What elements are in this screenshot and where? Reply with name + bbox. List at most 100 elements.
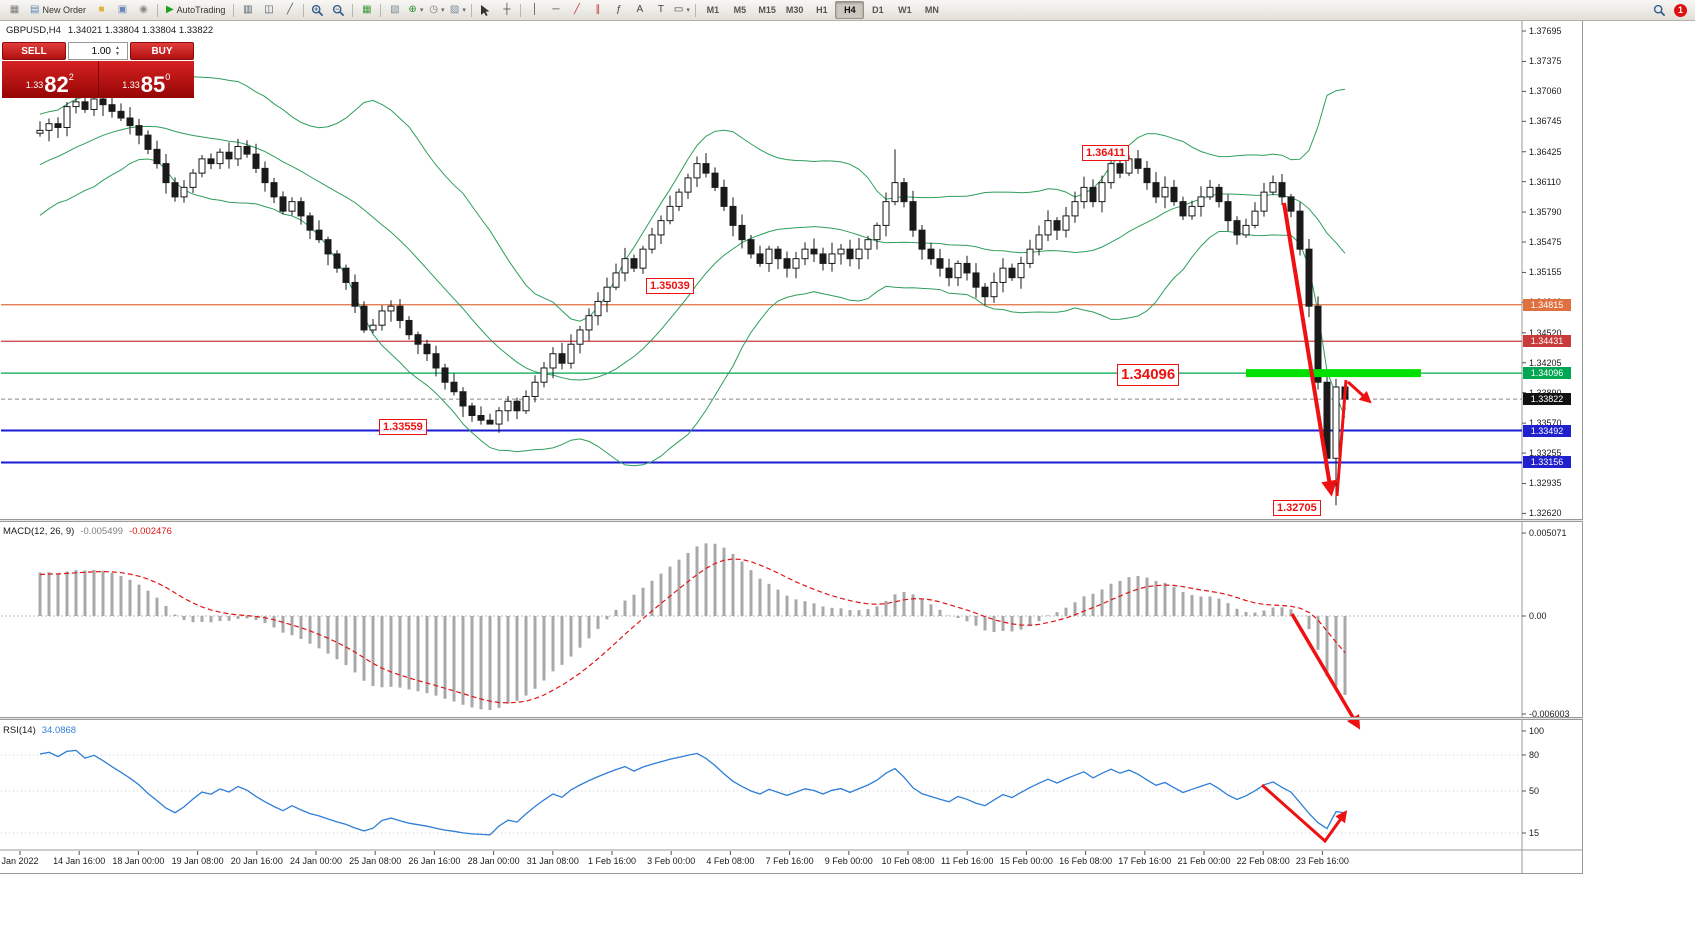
- magnifier-glyph: −: [333, 4, 345, 16]
- macd-name: MACD(12, 26, 9): [3, 526, 75, 537]
- timeframe-H1[interactable]: H1: [816, 5, 828, 15]
- expert-advisors-icon[interactable]: ■: [91, 2, 112, 19]
- bar-chart-icon-glyph: ▥: [243, 4, 253, 15]
- cursor-icon[interactable]: [475, 2, 496, 19]
- line-chart-icon[interactable]: ╱: [279, 2, 300, 19]
- volume-up-icon[interactable]: ▲: [115, 45, 120, 51]
- vertical-line-icon[interactable]: │: [524, 2, 545, 19]
- cascade-windows-icon[interactable]: ▧: [384, 2, 405, 19]
- crosshair-icon-glyph: ┼: [503, 4, 511, 15]
- crosshair-icon[interactable]: ┼: [496, 2, 517, 19]
- fibonacci-icon[interactable]: ƒ: [608, 2, 629, 19]
- zoom-out-icon[interactable]: −: [328, 2, 349, 19]
- toolbar-separator: [352, 3, 354, 17]
- time-axis[interactable]: [0, 851, 1582, 873]
- rsi-name: RSI(14): [3, 725, 36, 736]
- buy-button[interactable]: BUY: [130, 42, 194, 60]
- cascade-windows-icon-glyph: ▧: [390, 4, 400, 15]
- search-icon[interactable]: [1649, 2, 1670, 19]
- trendline-icon-glyph: ╱: [573, 4, 580, 15]
- new-order-button[interactable]: ▤ New Order: [25, 2, 91, 19]
- sell-price-display[interactable]: 1.33 82 2: [2, 61, 98, 98]
- shapes-icon[interactable]: ▭ ▾: [671, 2, 692, 19]
- magnifier-glyph: [1653, 4, 1666, 16]
- timeframe-MN[interactable]: MN: [924, 5, 939, 15]
- sell-price-big: 82: [44, 72, 69, 97]
- text-icon-glyph: A: [636, 4, 644, 15]
- trendline-icon[interactable]: ╱: [566, 2, 587, 19]
- zoom-in-icon[interactable]: +: [307, 2, 328, 19]
- tile-windows-icon[interactable]: ▦: [356, 2, 377, 19]
- templates-icon-caret: ▾: [462, 7, 466, 14]
- timeframe-M1[interactable]: M1: [706, 5, 720, 15]
- print-icon[interactable]: ▣: [112, 2, 133, 19]
- horizontal-line-icon[interactable]: ─: [545, 2, 566, 19]
- timeframe-D1[interactable]: D1: [872, 5, 884, 15]
- timeframe-M15[interactable]: M15: [758, 5, 776, 15]
- timeframe-H4[interactable]: H4: [835, 1, 865, 19]
- price-axis[interactable]: [1523, 21, 1582, 850]
- ohlc-values: 1.34021 1.33804 1.33804 1.33822: [67, 25, 214, 36]
- timeframe-W1[interactable]: W1: [898, 5, 912, 15]
- svg-text:+: +: [315, 6, 319, 13]
- notifications-badge[interactable]: 1: [1670, 2, 1691, 19]
- autotrading-button-label: AutoTrading: [176, 5, 226, 15]
- buy-price-display[interactable]: 1.33 85 0: [97, 61, 194, 98]
- toolbar-separator: [520, 3, 522, 17]
- macd-label: MACD(12, 26, 9) -0.005499 -0.002476: [3, 526, 172, 537]
- annotation-price-label[interactable]: 1.35039: [646, 278, 694, 295]
- volume-input[interactable]: [69, 45, 113, 57]
- bar-chart-icon[interactable]: ▥: [237, 2, 258, 19]
- buy-price-pip: 0: [165, 72, 171, 82]
- templates-icon[interactable]: ▨ ▾: [447, 2, 468, 19]
- terminal-chart-icon-glyph: ▦: [9, 4, 20, 15]
- channel-icon-glyph: ∥: [595, 4, 601, 15]
- fibonacci-icon-glyph: ƒ: [616, 4, 622, 15]
- annotation-price-label[interactable]: 1.32705: [1273, 500, 1321, 517]
- toolbar-separator: [303, 3, 305, 17]
- volume-control: ▲ ▼: [68, 42, 128, 60]
- magnifier-glyph: +: [312, 4, 324, 16]
- text-label-icon[interactable]: T: [650, 2, 671, 19]
- sell-button[interactable]: SELL: [2, 42, 66, 60]
- buy-price-big: 85: [140, 72, 166, 97]
- toolbar-separator: [156, 3, 158, 17]
- indicators-icon[interactable]: ⊕ ▾: [405, 2, 426, 19]
- sell-price-base: 1.33: [25, 80, 44, 90]
- sell-price-pip: 2: [68, 72, 74, 82]
- periods-icon-caret: ▾: [440, 7, 445, 14]
- macd-signal-value: -0.002476: [129, 526, 172, 537]
- volume-down-icon[interactable]: ▼: [115, 51, 120, 57]
- periods-icon[interactable]: ◷ ▾: [426, 2, 447, 19]
- symbol-header: GBPUSD,H4 1.34021 1.33804 1.33804 1.3382…: [6, 25, 213, 36]
- autotrading-button[interactable]: ▶ AutoTrading: [161, 2, 230, 19]
- toolbar-separator: [695, 3, 697, 17]
- expert-advisors-icon-glyph: ■: [98, 4, 105, 15]
- data-window-icon-glyph: ◉: [139, 4, 148, 15]
- panel-separator-macd[interactable]: [0, 519, 1583, 522]
- timeframe-M5[interactable]: M5: [733, 5, 747, 15]
- panel-separator-rsi[interactable]: [0, 717, 1583, 720]
- data-window-icon[interactable]: ◉: [133, 2, 154, 19]
- channel-icon[interactable]: ∥: [587, 2, 608, 19]
- toolbar-separator: [471, 3, 473, 17]
- toolbar: ▦ ▤ New Order ■ ▣ ◉ ▶ AutoTrading ▥ ◫ ╱ + − ▦ ▧ ⊕ ▾ ◷ ▾ ▨ ▾ ┼…: [0, 0, 1695, 21]
- annotation-price-label[interactable]: 1.36411: [1082, 145, 1130, 162]
- text-label-icon-glyph: T: [657, 4, 664, 15]
- macd-main-value: -0.005499: [80, 526, 124, 537]
- vertical-line-icon-glyph: │: [531, 4, 538, 15]
- text-icon[interactable]: A: [629, 2, 650, 19]
- indicators-icon-caret: ▾: [419, 7, 424, 14]
- templates-icon-glyph: ▨: [449, 4, 460, 15]
- terminal-chart-icon[interactable]: ▦: [4, 2, 25, 19]
- chart-window[interactable]: [0, 21, 1583, 874]
- volume-spinner: ▲ ▼: [113, 45, 122, 57]
- annotation-price-label[interactable]: 1.34096: [1117, 364, 1180, 386]
- timeframe-M30[interactable]: M30: [785, 5, 804, 15]
- candlestick-chart-icon[interactable]: ◫: [258, 2, 279, 19]
- new-order-button-label: New Order: [42, 5, 86, 15]
- candlestick-chart-icon-glyph: ◫: [264, 4, 274, 15]
- notifications-badge-count: 1: [1674, 3, 1687, 17]
- annotation-price-label[interactable]: 1.33559: [379, 419, 427, 436]
